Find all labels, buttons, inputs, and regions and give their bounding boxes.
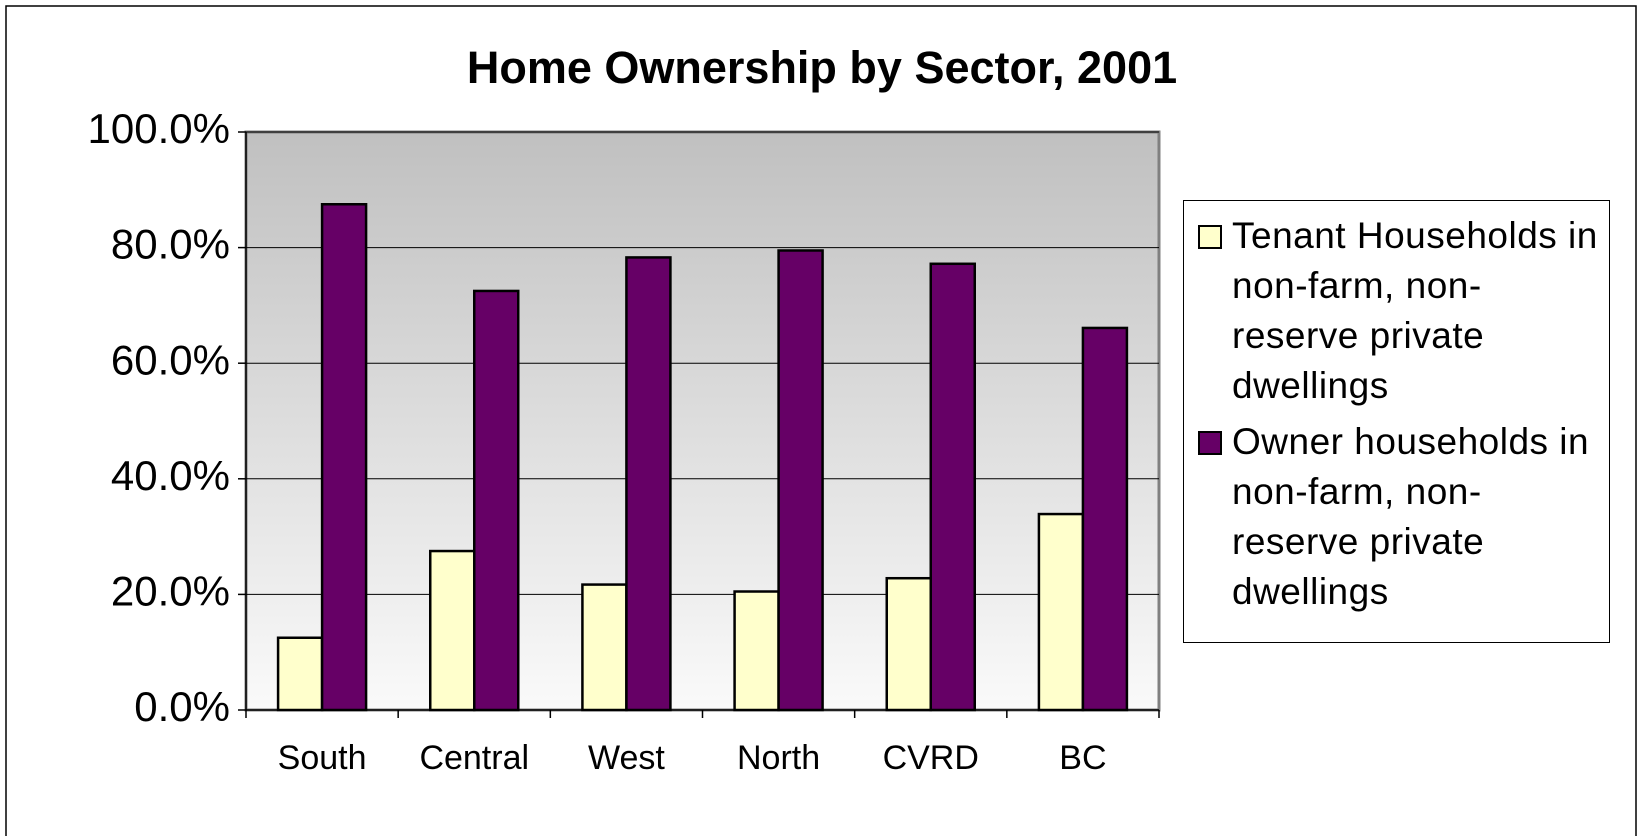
- x-tick-label: BC: [1059, 739, 1106, 777]
- x-tick-label: North: [737, 739, 820, 777]
- x-tick-label: CVRD: [883, 739, 979, 777]
- y-tick-label: 80.0%: [111, 221, 230, 268]
- plot-area: [244, 130, 1161, 712]
- bar: [1081, 326, 1129, 712]
- bar: [581, 583, 628, 712]
- legend: Tenant Households in non-farm, non-reser…: [1183, 200, 1610, 643]
- legend-swatch: [1198, 225, 1222, 249]
- x-tick-label: Central: [419, 739, 529, 777]
- y-tick-label: 0.0%: [134, 683, 230, 730]
- y-tick-label: 40.0%: [111, 452, 230, 499]
- bar: [929, 262, 976, 712]
- legend-label: Owner households in non-farm, non-reserv…: [1232, 421, 1590, 612]
- y-tick-label: 20.0%: [111, 567, 230, 614]
- bar: [320, 203, 368, 712]
- bar: [276, 636, 324, 712]
- bar: [777, 249, 824, 712]
- legend-item: Owner households in non-farm, non-reserv…: [1198, 417, 1599, 617]
- legend-item: Tenant Households in non-farm, non-reser…: [1198, 211, 1599, 411]
- bar: [1037, 512, 1085, 712]
- legend-label: Tenant Households in non-farm, non-reser…: [1232, 215, 1598, 406]
- bar: [733, 590, 780, 712]
- x-tick-label: West: [588, 739, 665, 777]
- x-tick-label: South: [278, 739, 367, 777]
- y-tick-label: 60.0%: [111, 336, 230, 383]
- y-tick-label: 100.0%: [88, 105, 230, 152]
- legend-swatch: [1198, 431, 1222, 455]
- bar: [885, 576, 932, 712]
- bar: [625, 256, 672, 712]
- bar: [473, 289, 520, 712]
- bar: [429, 549, 476, 712]
- chart-title: Home Ownership by Sector, 2001: [467, 42, 1177, 93]
